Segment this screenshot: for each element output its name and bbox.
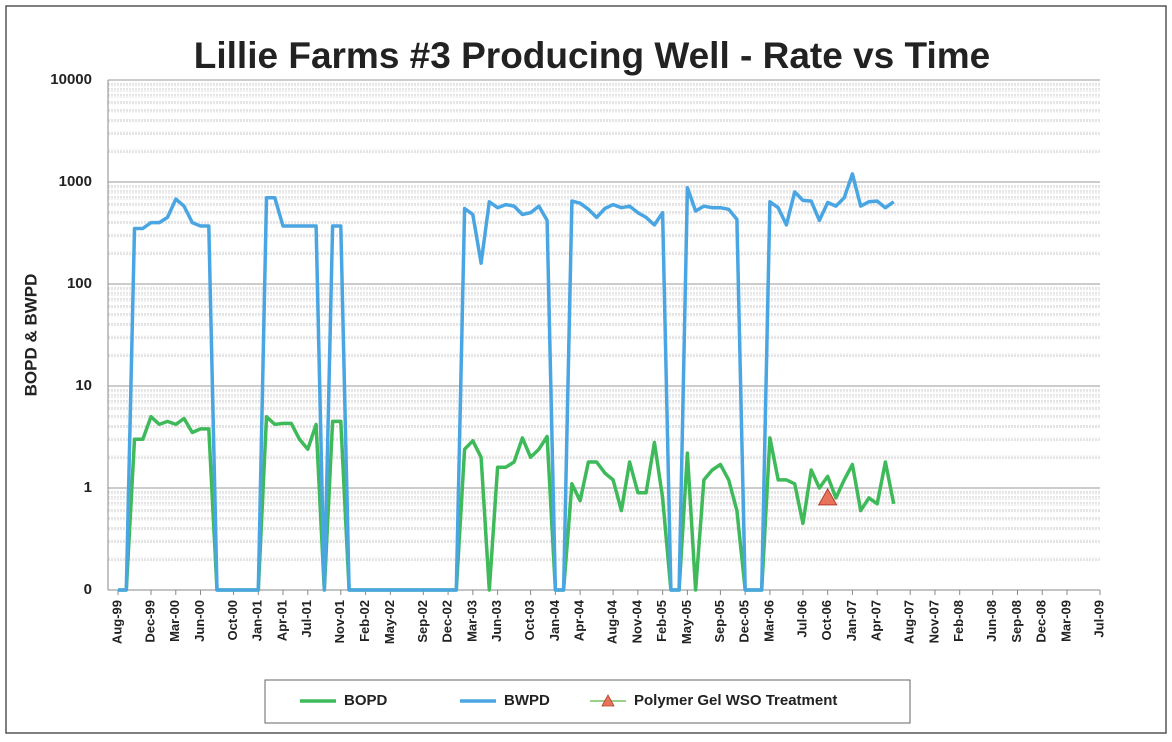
legend-label: BWPD bbox=[504, 692, 550, 709]
x-tick-label: Oct-00 bbox=[225, 600, 240, 640]
legend-label: Polymer Gel WSO Treatment bbox=[634, 692, 837, 709]
x-tick-label: Jul-01 bbox=[299, 600, 314, 638]
y-tick-label: 10000 bbox=[50, 71, 92, 88]
x-tick-label: Aug-99 bbox=[109, 600, 124, 644]
legend-marker bbox=[601, 694, 615, 707]
x-tick-label: Oct-06 bbox=[819, 600, 834, 640]
x-tick-label: Jun-03 bbox=[489, 600, 504, 642]
x-tick-label: Jan-01 bbox=[250, 600, 265, 641]
y-tick-label: 10 bbox=[75, 377, 92, 394]
x-tick-label: Nov-07 bbox=[926, 600, 941, 643]
x-tick-label: May-02 bbox=[382, 600, 397, 644]
x-tick-label: Aug-07 bbox=[902, 600, 917, 644]
x-tick-label: Sep-08 bbox=[1009, 600, 1024, 643]
x-tick-label: Dec-08 bbox=[1034, 600, 1049, 643]
legend: BOPD BWPD Polymer Gel WSO Treatment bbox=[300, 692, 837, 709]
y-tick-label: 1000 bbox=[59, 173, 92, 190]
x-tick-label: May-05 bbox=[679, 600, 694, 644]
y-tick-label: 100 bbox=[67, 275, 92, 292]
x-tick-label: Aug-04 bbox=[605, 599, 620, 644]
y-tick-label: 0 bbox=[84, 581, 92, 598]
legend-box bbox=[264, 679, 911, 724]
chart-frame bbox=[5, 5, 1167, 734]
x-tick-label: Sep-02 bbox=[415, 600, 430, 643]
x-tick-label: Dec-99 bbox=[142, 600, 157, 643]
grid: 0 1 10 100 1000 10000 Aug-99 Dec-99 Mar-00 Jun-00… bbox=[50, 71, 1106, 644]
y-axis-label: BOPD & BWPD bbox=[21, 274, 40, 397]
legend-label: BOPD bbox=[344, 692, 388, 709]
x-tick-label: Mar-06 bbox=[761, 600, 776, 642]
y-tick-label: 1 bbox=[84, 479, 92, 496]
series-line bbox=[118, 172, 895, 592]
x-tick-label: Dec-05 bbox=[737, 600, 752, 643]
plot bbox=[118, 172, 896, 592]
x-tick-label: Jun-08 bbox=[984, 600, 999, 642]
x-tick-label: Feb-02 bbox=[357, 600, 372, 642]
x-tick-label: Apr-07 bbox=[869, 600, 884, 641]
chart-title: Lillie Farms #3 Producing Well - Rate vs… bbox=[194, 35, 990, 76]
x-tick-label: Jan-04 bbox=[547, 599, 562, 641]
x-tick-label: Jul-06 bbox=[794, 600, 809, 638]
x-tick-label: Mar-00 bbox=[167, 600, 182, 642]
x-tick-label: Jan-07 bbox=[844, 600, 859, 641]
x-tick-label: Jun-00 bbox=[192, 600, 207, 642]
x-tick-label: Apr-01 bbox=[274, 600, 289, 641]
x-tick-label: Feb-08 bbox=[951, 600, 966, 642]
x-tick-label: Jul-09 bbox=[1091, 600, 1106, 638]
x-tick-label: Dec-02 bbox=[440, 600, 455, 643]
x-tick-label: Mar-03 bbox=[464, 600, 479, 642]
x-tick-label: Nov-01 bbox=[332, 600, 347, 643]
x-tick-label: Sep-05 bbox=[712, 600, 727, 643]
treatment-marker bbox=[817, 487, 838, 506]
x-tick-label: Mar-09 bbox=[1058, 600, 1073, 642]
x-tick-label: Oct-03 bbox=[522, 600, 537, 640]
x-tick-label: Feb-05 bbox=[654, 600, 669, 642]
x-tick-label: Apr-04 bbox=[572, 599, 587, 641]
x-tick-label: Nov-04 bbox=[629, 599, 644, 643]
